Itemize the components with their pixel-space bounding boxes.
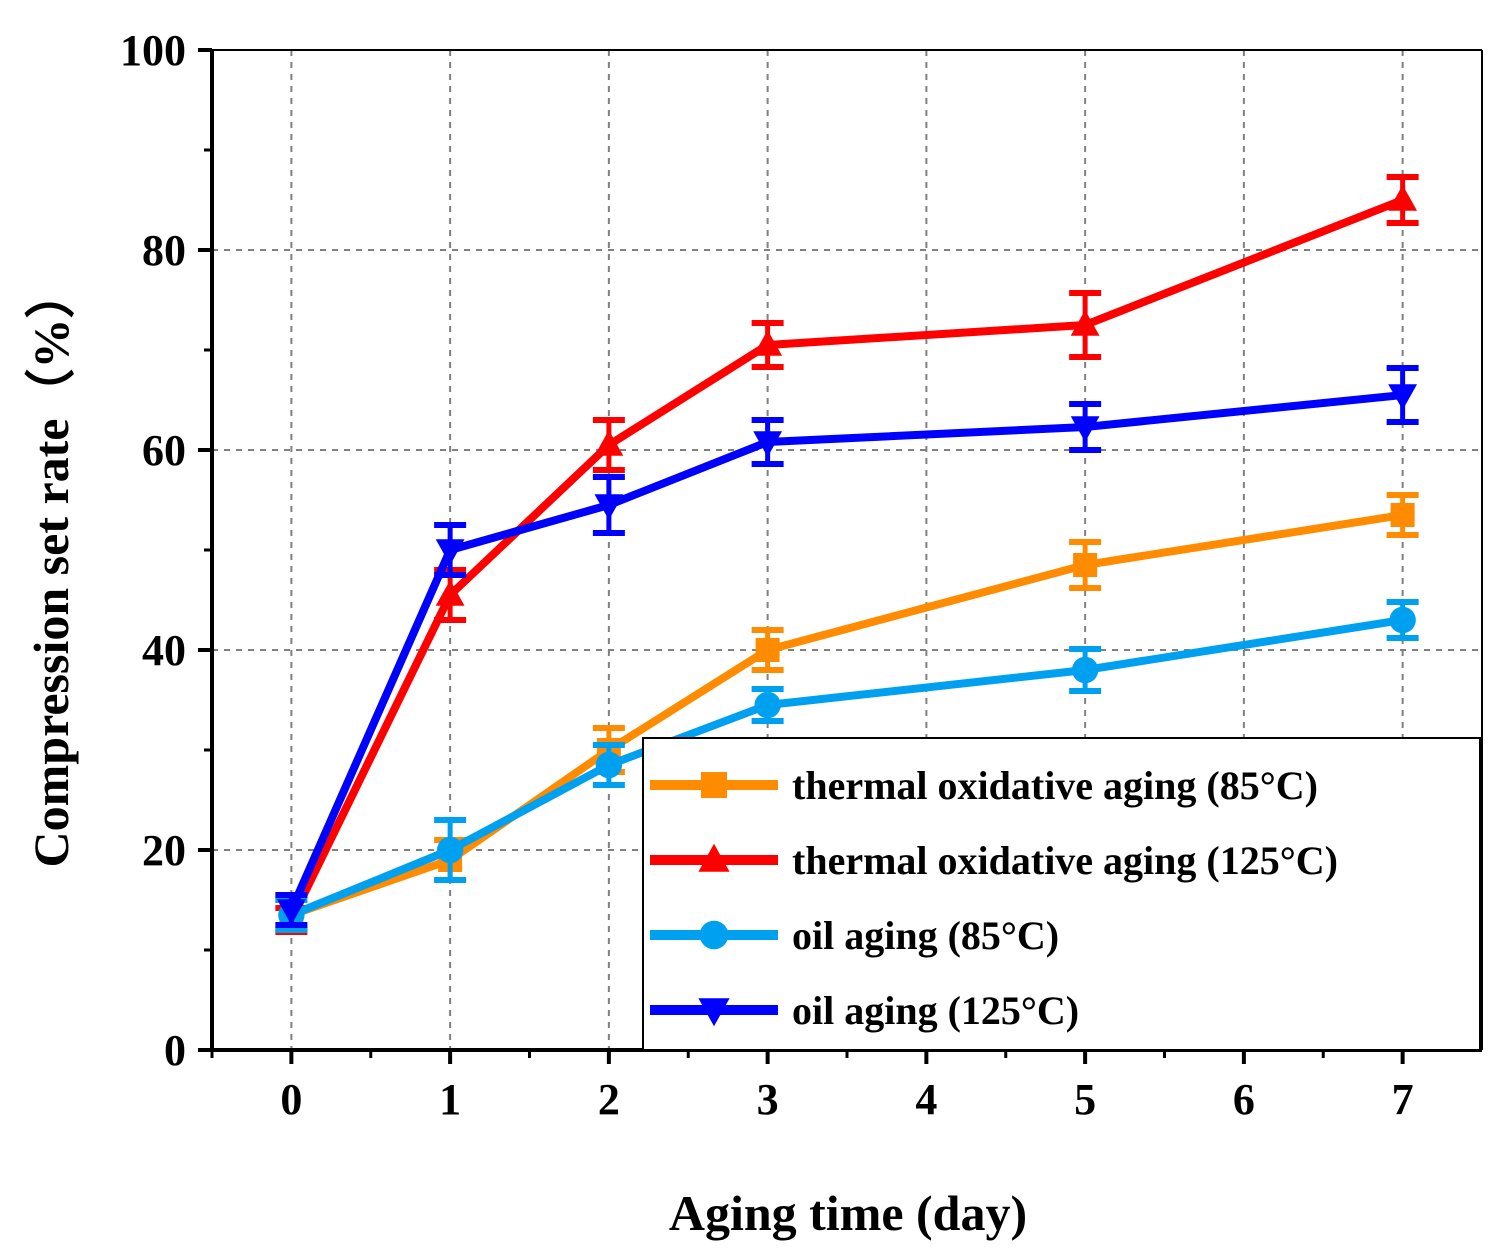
- legend-label: oil aging (85°C): [792, 913, 1059, 958]
- series-line: [287, 391, 1404, 912]
- legend-marker: [701, 772, 727, 798]
- data-point: [753, 330, 783, 356]
- x-tick-label: 6: [1233, 1075, 1255, 1124]
- series-line: [289, 616, 1404, 919]
- y-tick-label: 0: [164, 1026, 186, 1075]
- y-tick-label: 60: [142, 426, 186, 475]
- data-point: [1390, 503, 1415, 527]
- data-point: [595, 751, 623, 779]
- x-tick-label: 7: [1392, 1075, 1414, 1124]
- series-2: [275, 174, 1419, 935]
- data-point: [1073, 553, 1098, 577]
- series-4: [275, 365, 1419, 928]
- data-point: [1388, 185, 1418, 211]
- data-point: [436, 836, 464, 864]
- legend-label: oil aging (125°C): [792, 988, 1079, 1033]
- data-point: [1070, 310, 1100, 336]
- x-tick-label: 5: [1074, 1075, 1096, 1124]
- legend-label: thermal oxidative aging (85°C): [792, 763, 1318, 808]
- y-tick-label: 100: [120, 26, 186, 75]
- data-point: [1071, 656, 1099, 684]
- legend-item: thermal oxidative aging (85°C): [650, 763, 1318, 808]
- data-point: [754, 691, 781, 719]
- data-point: [755, 638, 780, 662]
- x-tick-label: 2: [598, 1075, 620, 1124]
- y-tick-label: 80: [142, 226, 186, 275]
- data-point: [435, 580, 465, 606]
- series-3: [275, 599, 1419, 933]
- data-point: [1389, 606, 1416, 634]
- x-axis-title: Aging time (day): [669, 1185, 1027, 1241]
- legend-marker: [699, 920, 729, 950]
- y-tick-label: 20: [142, 826, 186, 875]
- legend: thermal oxidative aging (85°C) thermal ox…: [642, 737, 1481, 1051]
- data-point: [594, 430, 624, 456]
- data-point: [276, 899, 306, 925]
- data-point: [753, 431, 783, 457]
- x-tick-label: 1: [439, 1075, 461, 1124]
- data-point: [1070, 416, 1100, 442]
- legend-label: thermal oxidative aging (125°C): [792, 838, 1338, 883]
- y-tick-label: 40: [142, 626, 186, 675]
- legend-item: oil aging (85°C): [650, 913, 1059, 958]
- series-line: [290, 511, 1404, 919]
- legend-item: thermal oxidative aging (125°C): [650, 838, 1338, 883]
- series-layer: [275, 174, 1419, 935]
- series-line: [287, 196, 1405, 922]
- data-point: [594, 494, 624, 520]
- legend-item: oil aging (125°C): [650, 988, 1079, 1033]
- y-axis-title: Compression set rate（%）: [23, 269, 79, 868]
- legend-marker: [698, 998, 730, 1027]
- data-point: [1388, 384, 1418, 410]
- tick-labels: 0 1 2 3 4 5 6 7 0 20 40 60 80 100: [120, 26, 1414, 1124]
- data-point: [435, 539, 465, 565]
- legend-marker: [698, 843, 730, 872]
- x-tick-label: 0: [280, 1075, 302, 1124]
- x-tick-label: 4: [915, 1075, 937, 1124]
- legend-box: [642, 737, 1481, 1051]
- x-tick-label: 3: [757, 1075, 779, 1124]
